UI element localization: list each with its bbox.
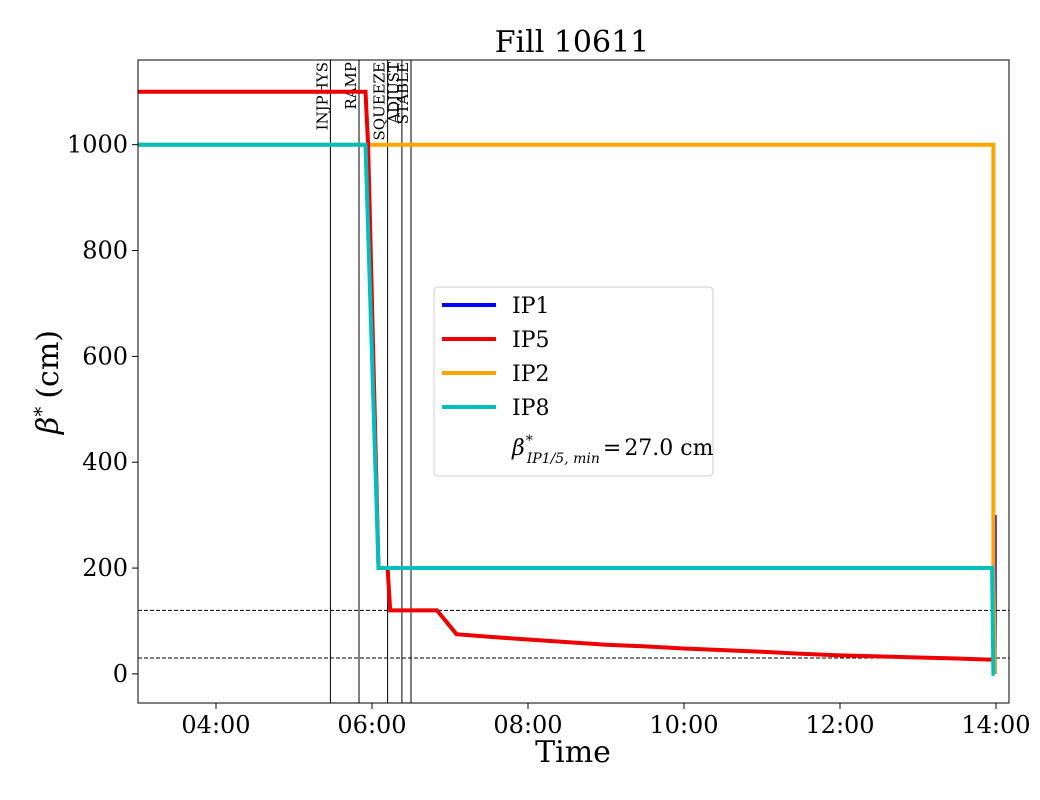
y-tick-label: 0 [113, 660, 128, 688]
y-tick-label: 800 [82, 237, 128, 265]
legend-label-ip2: IP2 [512, 362, 550, 387]
x-tick-label: 04:00 [181, 711, 250, 739]
annotation-beta: β [511, 436, 525, 461]
legend: IP1 IP5 IP2 IP8 β* IP1/5, min = 27.0 cm [433, 286, 714, 477]
chart-title: Fill 10611 [495, 25, 650, 60]
phase-label-squeeze: SQUEEZE [371, 62, 389, 141]
plot-frame [137, 59, 1010, 704]
legend-label-ip8: IP8 [512, 396, 550, 421]
legend-box [433, 286, 714, 477]
x-tick-label: 10:00 [649, 711, 718, 739]
y-axis-label: β* (cm) [29, 330, 66, 435]
phase-label-injphys: INJPHYS [313, 62, 331, 130]
annotation-sub: IP1/5, min [526, 451, 600, 467]
y-tick-label: 600 [82, 342, 128, 370]
legend-entries: IP1 IP5 IP2 IP8 [442, 294, 550, 421]
y-axis-label-symbol: β [31, 417, 66, 435]
x-tick-label: 06:00 [337, 711, 406, 739]
x-tick-label: 08:00 [493, 711, 562, 739]
series-lines [138, 89, 997, 676]
annotation-sup: * [526, 433, 533, 449]
legend-label-ip5: IP5 [512, 328, 550, 353]
y-axis-ticks: 0 200 400 600 800 1000 [67, 131, 138, 688]
x-tick-label: 14:00 [961, 711, 1030, 739]
annotation-equals: = [603, 436, 621, 461]
legend-annotation: β* IP1/5, min = 27.0 cm [511, 433, 714, 467]
y-tick-label: 200 [82, 554, 128, 582]
reference-lines [138, 609, 1009, 659]
phase-label-adjust: ADJUST [385, 62, 403, 125]
legend-label-ip1: IP1 [512, 294, 550, 319]
x-axis-ticks: 04:00 06:00 08:00 10:00 12:00 14:00 [181, 703, 1031, 739]
series-line-ip8 [138, 142, 996, 676]
x-tick-label: 12:00 [805, 711, 874, 739]
y-tick-label: 1000 [67, 131, 128, 159]
y-axis-label-unit: (cm) [31, 330, 66, 399]
x-axis-label: Time [535, 735, 611, 770]
phase-label-ramp: RAMP [342, 62, 360, 110]
y-tick-label: 400 [82, 448, 128, 476]
phase-label-stable: STABLE [394, 62, 412, 124]
y-axis-label-sup: * [29, 407, 53, 417]
annotation-value: 27.0 cm [624, 436, 713, 461]
